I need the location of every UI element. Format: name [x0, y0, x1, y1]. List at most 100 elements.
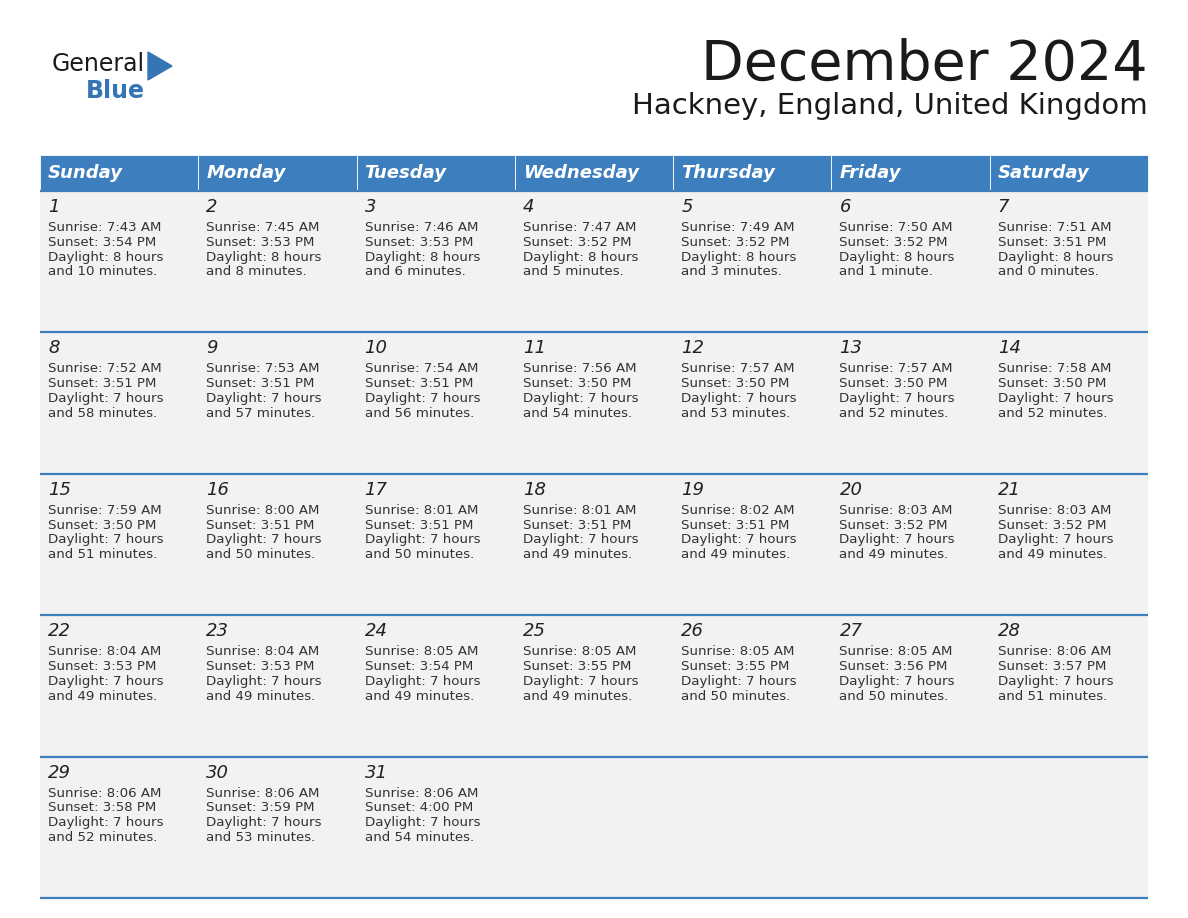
Text: Sunrise: 8:02 AM: Sunrise: 8:02 AM: [681, 504, 795, 517]
Text: and 53 minutes.: and 53 minutes.: [207, 831, 316, 844]
Bar: [514, 191, 674, 332]
Text: Sunset: 3:54 PM: Sunset: 3:54 PM: [48, 236, 157, 249]
Text: and 49 minutes.: and 49 minutes.: [840, 548, 949, 561]
Text: Sunrise: 8:01 AM: Sunrise: 8:01 AM: [523, 504, 637, 517]
Text: Sunset: 3:51 PM: Sunset: 3:51 PM: [681, 519, 790, 532]
Text: 20: 20: [840, 481, 862, 498]
Text: 23: 23: [207, 622, 229, 640]
Text: and 50 minutes.: and 50 minutes.: [207, 548, 316, 561]
Text: 26: 26: [681, 622, 704, 640]
Text: Sunrise: 8:04 AM: Sunrise: 8:04 AM: [207, 645, 320, 658]
Text: Sunset: 3:53 PM: Sunset: 3:53 PM: [365, 236, 473, 249]
Text: and 1 minute.: and 1 minute.: [840, 265, 934, 278]
Text: Daylight: 7 hours: Daylight: 7 hours: [998, 533, 1113, 546]
Text: Daylight: 7 hours: Daylight: 7 hours: [840, 392, 955, 405]
Bar: [198, 474, 356, 615]
Text: Sunset: 3:57 PM: Sunset: 3:57 PM: [998, 660, 1106, 673]
Text: Sunrise: 7:53 AM: Sunrise: 7:53 AM: [207, 363, 320, 375]
Text: 30: 30: [207, 764, 229, 781]
Text: and 49 minutes.: and 49 minutes.: [207, 689, 316, 702]
Bar: [674, 474, 832, 615]
Text: and 8 minutes.: and 8 minutes.: [207, 265, 307, 278]
Text: Daylight: 7 hours: Daylight: 7 hours: [998, 675, 1113, 688]
Text: Daylight: 7 hours: Daylight: 7 hours: [523, 392, 638, 405]
Text: Daylight: 7 hours: Daylight: 7 hours: [681, 675, 797, 688]
Text: Sunrise: 8:05 AM: Sunrise: 8:05 AM: [365, 645, 478, 658]
Text: Sunset: 3:58 PM: Sunset: 3:58 PM: [48, 801, 157, 814]
Text: Sunset: 3:50 PM: Sunset: 3:50 PM: [48, 519, 157, 532]
Text: Sunrise: 7:56 AM: Sunrise: 7:56 AM: [523, 363, 637, 375]
Text: Thursday: Thursday: [681, 164, 775, 182]
Text: Daylight: 8 hours: Daylight: 8 hours: [840, 251, 955, 263]
Text: Sunrise: 7:50 AM: Sunrise: 7:50 AM: [840, 221, 953, 234]
Text: Daylight: 7 hours: Daylight: 7 hours: [523, 533, 638, 546]
Text: Sunset: 3:55 PM: Sunset: 3:55 PM: [523, 660, 631, 673]
Text: Daylight: 7 hours: Daylight: 7 hours: [840, 675, 955, 688]
Bar: [514, 155, 674, 191]
Text: Daylight: 7 hours: Daylight: 7 hours: [48, 816, 164, 829]
Text: Sunrise: 8:05 AM: Sunrise: 8:05 AM: [681, 645, 795, 658]
Text: Daylight: 7 hours: Daylight: 7 hours: [681, 533, 797, 546]
Text: 27: 27: [840, 622, 862, 640]
Text: 9: 9: [207, 340, 217, 357]
Bar: [40, 332, 198, 474]
Text: Sunrise: 7:57 AM: Sunrise: 7:57 AM: [681, 363, 795, 375]
Text: and 54 minutes.: and 54 minutes.: [365, 831, 474, 844]
Text: Blue: Blue: [86, 79, 145, 103]
Text: and 52 minutes.: and 52 minutes.: [840, 407, 949, 420]
Bar: [832, 756, 990, 898]
Text: Sunrise: 7:45 AM: Sunrise: 7:45 AM: [207, 221, 320, 234]
Bar: [356, 155, 514, 191]
Text: Daylight: 7 hours: Daylight: 7 hours: [365, 816, 480, 829]
Bar: [674, 155, 832, 191]
Polygon shape: [148, 52, 172, 80]
Text: Sunrise: 7:46 AM: Sunrise: 7:46 AM: [365, 221, 478, 234]
Bar: [832, 474, 990, 615]
Text: General: General: [52, 52, 145, 76]
Text: 10: 10: [365, 340, 387, 357]
Bar: [990, 474, 1148, 615]
Bar: [40, 155, 198, 191]
Text: and 49 minutes.: and 49 minutes.: [365, 689, 474, 702]
Text: Daylight: 7 hours: Daylight: 7 hours: [48, 392, 164, 405]
Text: 24: 24: [365, 622, 387, 640]
Text: Daylight: 7 hours: Daylight: 7 hours: [840, 533, 955, 546]
Text: and 52 minutes.: and 52 minutes.: [998, 407, 1107, 420]
Text: Sunrise: 8:03 AM: Sunrise: 8:03 AM: [998, 504, 1111, 517]
Text: Sunset: 3:51 PM: Sunset: 3:51 PM: [365, 377, 473, 390]
Bar: [198, 332, 356, 474]
Text: Sunset: 3:51 PM: Sunset: 3:51 PM: [207, 377, 315, 390]
Bar: [514, 615, 674, 756]
Text: 25: 25: [523, 622, 545, 640]
Text: Sunrise: 8:00 AM: Sunrise: 8:00 AM: [207, 504, 320, 517]
Text: Daylight: 8 hours: Daylight: 8 hours: [523, 251, 638, 263]
Text: Sunrise: 8:05 AM: Sunrise: 8:05 AM: [840, 645, 953, 658]
Text: 4: 4: [523, 198, 535, 216]
Text: Daylight: 8 hours: Daylight: 8 hours: [681, 251, 796, 263]
Text: December 2024: December 2024: [701, 38, 1148, 92]
Bar: [990, 191, 1148, 332]
Text: Sunrise: 8:01 AM: Sunrise: 8:01 AM: [365, 504, 478, 517]
Bar: [832, 332, 990, 474]
Text: 13: 13: [840, 340, 862, 357]
Bar: [198, 615, 356, 756]
Bar: [356, 615, 514, 756]
Text: Daylight: 7 hours: Daylight: 7 hours: [365, 533, 480, 546]
Text: and 49 minutes.: and 49 minutes.: [681, 548, 790, 561]
Text: Sunset: 4:00 PM: Sunset: 4:00 PM: [365, 801, 473, 814]
Text: Sunrise: 7:57 AM: Sunrise: 7:57 AM: [840, 363, 953, 375]
Bar: [198, 155, 356, 191]
Bar: [832, 615, 990, 756]
Text: 21: 21: [998, 481, 1020, 498]
Text: Sunrise: 7:58 AM: Sunrise: 7:58 AM: [998, 363, 1111, 375]
Bar: [990, 155, 1148, 191]
Text: 22: 22: [48, 622, 71, 640]
Text: Sunset: 3:51 PM: Sunset: 3:51 PM: [523, 519, 631, 532]
Text: Sunrise: 8:03 AM: Sunrise: 8:03 AM: [840, 504, 953, 517]
Text: 11: 11: [523, 340, 545, 357]
Bar: [356, 756, 514, 898]
Text: Daylight: 7 hours: Daylight: 7 hours: [207, 816, 322, 829]
Text: 17: 17: [365, 481, 387, 498]
Text: 15: 15: [48, 481, 71, 498]
Text: Sunrise: 7:47 AM: Sunrise: 7:47 AM: [523, 221, 637, 234]
